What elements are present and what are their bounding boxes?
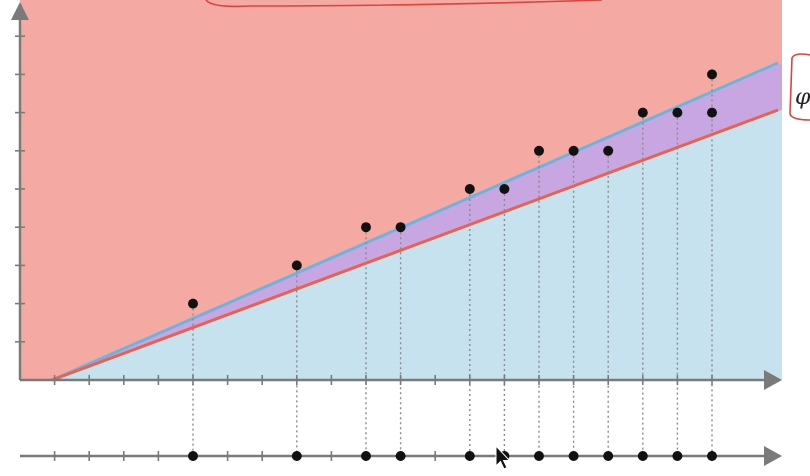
region-above-upper-line — [20, 0, 782, 380]
y-axis-ticks — [15, 35, 25, 343]
plot-point — [361, 222, 371, 233]
number-line-point — [361, 451, 371, 461]
mouse-cursor-icon — [495, 444, 511, 470]
upper-boundary-line — [51, 61, 779, 382]
plot-point — [499, 184, 510, 194]
plot-point — [707, 107, 717, 118]
plot-point — [464, 184, 475, 194]
number-line-point — [672, 451, 683, 461]
plot-point — [291, 260, 302, 271]
number-line-point — [637, 451, 648, 461]
plot-point — [395, 222, 406, 233]
plot-point — [188, 298, 198, 309]
lower-boundary-line — [51, 108, 779, 382]
plot-point — [707, 69, 717, 80]
plot-point — [637, 107, 648, 118]
x-axis-arrow-icon — [764, 370, 782, 390]
number-line-point — [188, 451, 198, 461]
number-line-point — [395, 451, 406, 461]
number-line-point — [568, 451, 579, 461]
number-line-point — [464, 451, 475, 461]
number-line-point — [603, 451, 614, 461]
axes — [11, 2, 782, 390]
plot-point — [603, 145, 614, 156]
plot-point — [534, 145, 544, 156]
handwritten-box-right — [789, 53, 810, 121]
x-axis-ticks — [53, 375, 713, 385]
phi-symbol: φ — [795, 85, 810, 110]
plot-point — [672, 107, 683, 118]
plot-point — [568, 145, 579, 156]
number-line-point — [534, 451, 544, 461]
handwritten-annotations: φ — [205, 0, 810, 121]
plot-points — [188, 69, 717, 309]
handwritten-stroke-top — [205, 0, 603, 8]
number-line-point — [291, 451, 302, 461]
number-line-point — [707, 451, 717, 461]
y-axis-arrow-icon — [11, 2, 29, 20]
number-line-arrow-icon — [764, 446, 782, 466]
